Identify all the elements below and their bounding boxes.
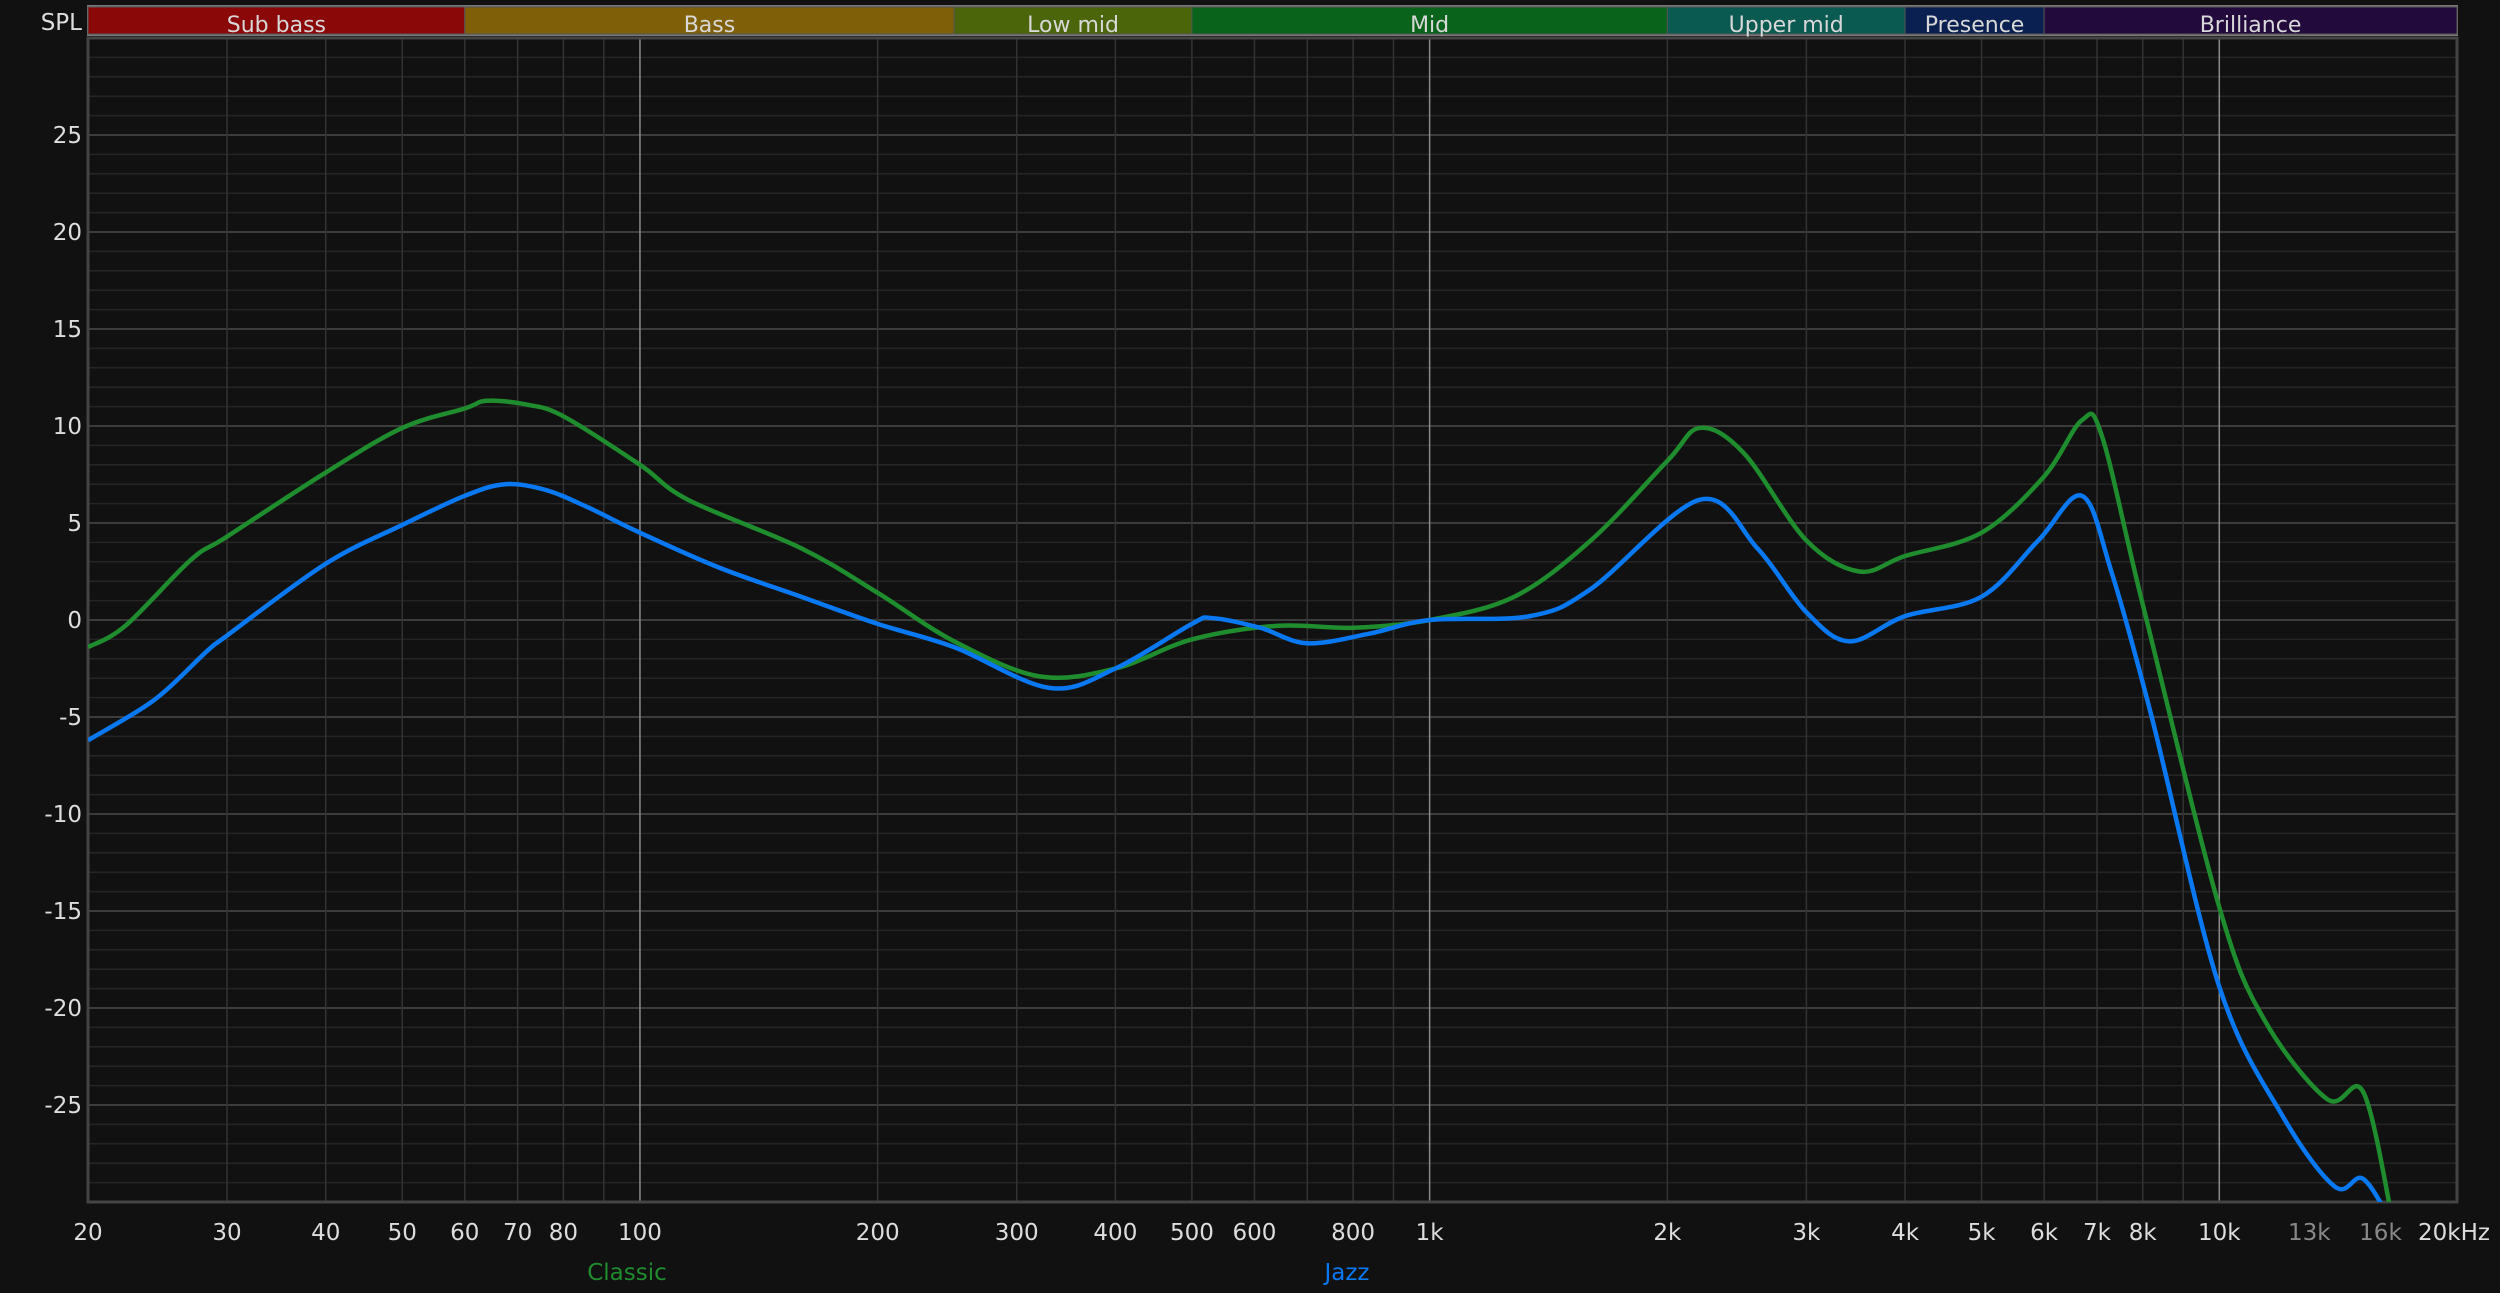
y-tick-label: 25 — [53, 123, 82, 149]
x-tick-label: 100 — [618, 1220, 662, 1246]
x-tick-labels: 20 30 40 50 60 70 80 100 200 300 400 500 600 800 1k 2k 3… — [73, 1220, 2490, 1246]
x-tick-label: 8k — [2129, 1220, 2158, 1246]
band-label: Presence — [1925, 13, 2025, 38]
x-tick-label: 5k — [1968, 1220, 1997, 1246]
band-label: Bass — [684, 13, 736, 38]
band-label: Low mid — [1027, 13, 1119, 38]
x-tick-label: 40 — [311, 1220, 340, 1246]
y-tick-label: -15 — [44, 899, 82, 925]
x-tick-label: 60 — [450, 1220, 479, 1246]
series-line-jazz — [88, 481, 2383, 1202]
band-mid — [1191, 6, 1668, 35]
x-tick-label: 10k — [2198, 1220, 2241, 1246]
x-tick-label: 70 — [503, 1220, 532, 1246]
band-label: Mid — [1410, 13, 1449, 38]
x-tick-label: 50 — [388, 1220, 417, 1246]
y-tick-label: -25 — [44, 1093, 82, 1119]
x-tick-label: 20 — [73, 1220, 102, 1246]
x-tick-label: 80 — [549, 1220, 578, 1246]
legend-item-jazz: Jazz — [1322, 1260, 1369, 1286]
series-lines — [88, 398, 2392, 1202]
legend-item-classic: Classic — [587, 1260, 667, 1286]
y-tick-label: 5 — [67, 511, 82, 537]
x-tick-label: 4k — [1891, 1220, 1920, 1246]
x-tick-label: 600 — [1232, 1220, 1276, 1246]
x-tick-label: 500 — [1170, 1220, 1214, 1246]
x-tick-label: 7k — [2083, 1220, 2112, 1246]
y-tick-label: -10 — [44, 802, 82, 828]
legend: Classic Jazz — [587, 1260, 1369, 1286]
x-tick-label: 1k — [1416, 1220, 1445, 1246]
x-tick-label: 400 — [1093, 1220, 1137, 1246]
band-label: Upper mid — [1729, 13, 1844, 38]
band-presence — [1904, 6, 2045, 35]
band-brilliance — [2043, 6, 2458, 35]
y-tick-label: -5 — [59, 705, 82, 731]
grid — [86, 36, 2459, 1204]
plot-border — [86, 36, 2459, 1204]
band-label: Brilliance — [2200, 13, 2302, 38]
x-tick-label: 16k — [2359, 1220, 2402, 1246]
x-tick-label: 3k — [1792, 1220, 1821, 1246]
x-tick-label: 30 — [212, 1220, 241, 1246]
band-label: Sub bass — [227, 13, 326, 38]
x-tick-label: 20kHz — [2418, 1220, 2490, 1246]
y-tick-label: 10 — [53, 414, 82, 440]
x-tick-label: 800 — [1331, 1220, 1375, 1246]
y-tick-label: 20 — [53, 220, 82, 246]
y-tick-label: -20 — [44, 996, 82, 1022]
band-bass — [464, 6, 955, 35]
band-sub-bass — [87, 6, 466, 35]
frequency-bands: Sub bass Bass Low mid Mid Upper mid Presence B… — [87, 5, 2458, 38]
y-tick-labels: 25 20 15 10 5 0 -5 -10 -15 -20 -25 — [44, 123, 82, 1119]
y-tick-label: 0 — [67, 608, 82, 634]
x-tick-label: 200 — [856, 1220, 900, 1246]
y-tick-label: 15 — [53, 317, 82, 343]
x-tick-label: 6k — [2030, 1220, 2059, 1246]
x-tick-label: 2k — [1653, 1220, 1682, 1246]
y-axis-label: SPL — [41, 10, 82, 36]
x-tick-label: 300 — [995, 1220, 1039, 1246]
x-tick-label: 13k — [2288, 1220, 2331, 1246]
band-upper-mid — [1666, 6, 1906, 35]
